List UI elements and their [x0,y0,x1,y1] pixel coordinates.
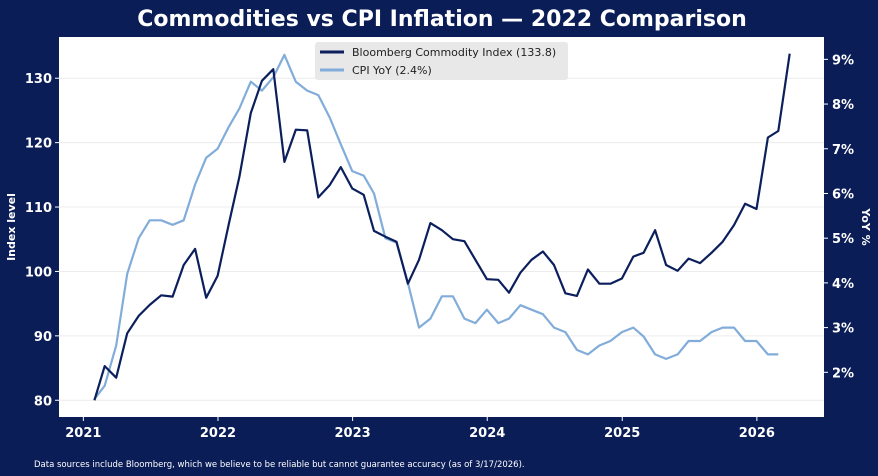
legend-box [315,42,568,80]
y-tick-label: 100 [25,265,52,280]
y-axis-label: Index level [5,193,18,261]
x-tick-label: 2024 [469,426,505,441]
y2-tick-label: 5% [832,232,854,247]
x-tick-label: 2026 [739,426,775,441]
y2-tick-label: 6% [832,187,854,202]
y-tick-label: 120 [25,137,52,152]
y2-tick-label: 9% [832,53,854,68]
cpi-yoy-line [93,53,779,400]
legend-label-commodity: Bloomberg Commodity Index (133.8) [352,46,556,59]
x-tick-label: 2022 [200,426,236,441]
chart-title: Commodities vs CPI Inflation — 2022 Comp… [137,7,747,32]
y2-axis-label: YoY % [859,207,872,245]
y-tick-label: 130 [25,72,52,87]
y-tick-label: 80 [34,394,52,409]
y2-tick-label: 4% [832,277,854,292]
plot-area [59,37,824,417]
series-lines [93,53,791,401]
y2-tick-label: 3% [832,322,854,337]
legend: Bloomberg Commodity Index (133.8) CPI Yo… [315,42,568,80]
y2-tick-label: 2% [832,366,854,381]
axes: 80 90 100 110 120 130 2% 3% 4% 5% 6% 7% 8% 9% 2021 2022… [25,53,854,441]
x-tick-label: 2021 [65,426,101,441]
x-tick-label: 2025 [604,426,640,441]
commodity-index-line [93,53,791,401]
legend-label-cpi: CPI YoY (2.4%) [352,64,432,77]
x-tick-label: 2023 [335,426,371,441]
y2-tick-label: 7% [832,143,854,158]
y-tick-label: 110 [25,201,52,216]
y2-tick-label: 8% [832,98,854,113]
footnote: Data sources include Bloomberg, which we… [34,460,525,470]
y-tick-label: 90 [34,330,52,345]
